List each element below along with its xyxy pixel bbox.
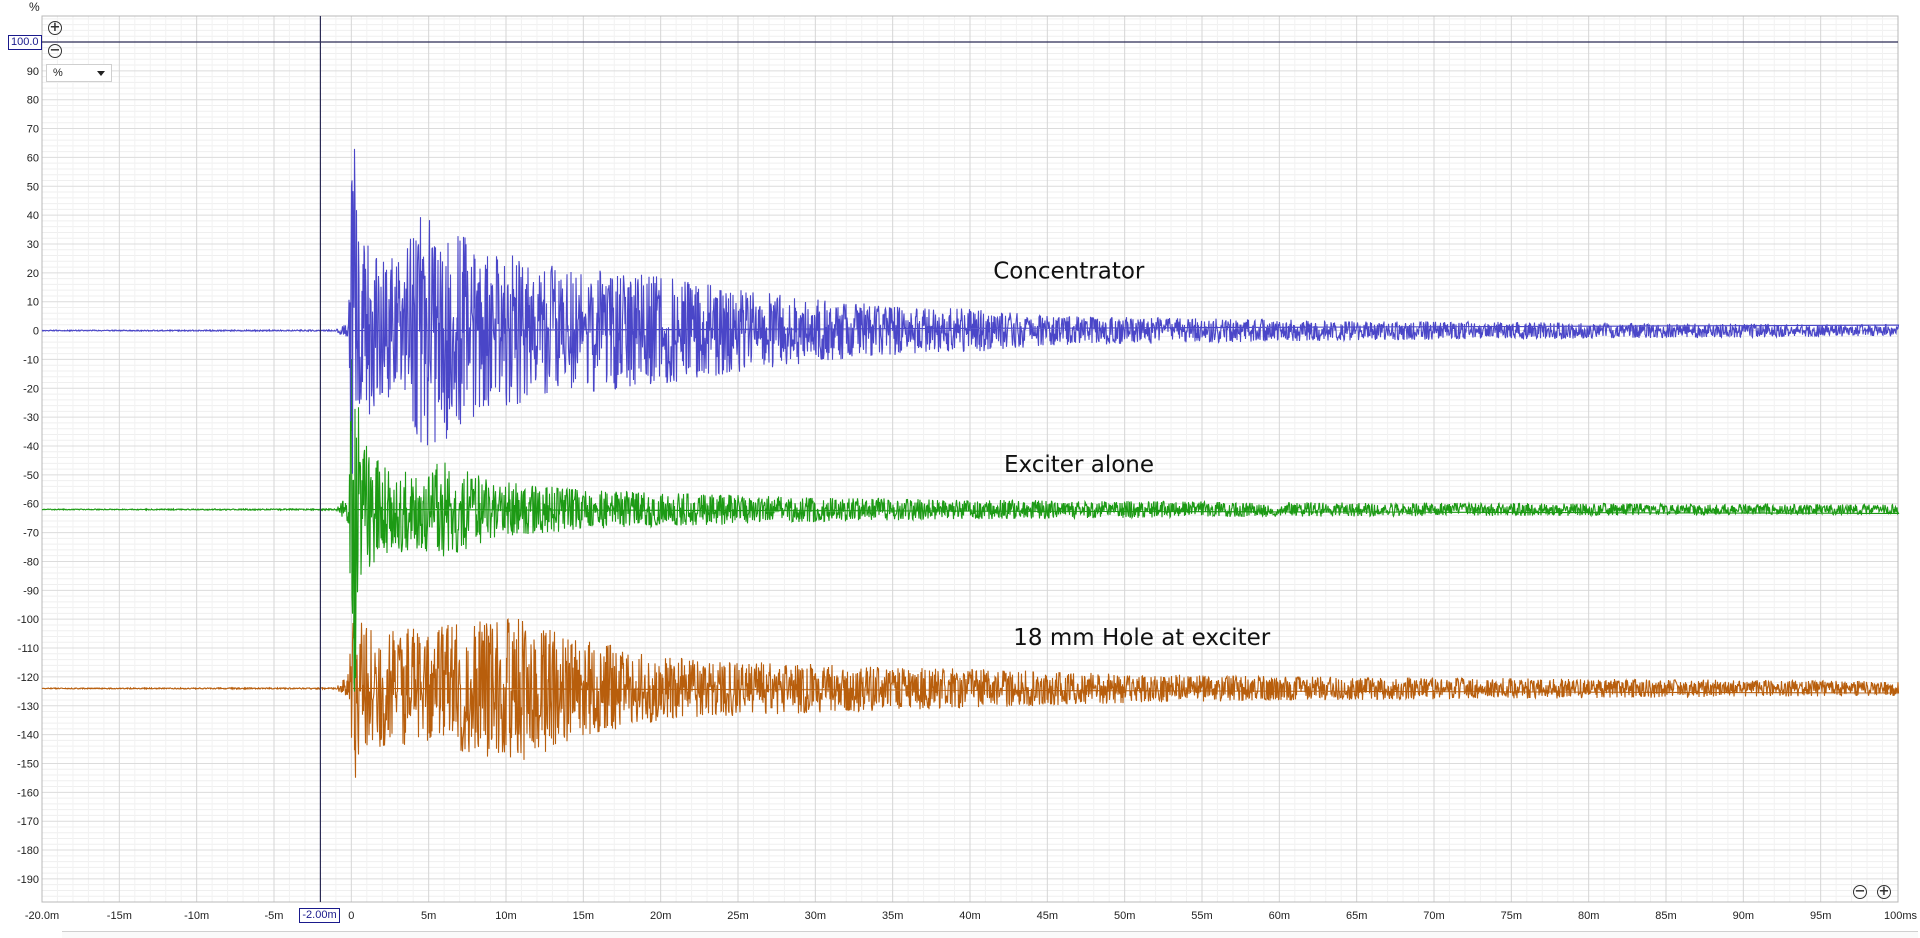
y-tick-label: -180 <box>17 845 39 857</box>
y-tick-label: -120 <box>17 672 39 684</box>
x-tick-label: 20m <box>650 910 671 922</box>
zoom-in-horizontal-icon[interactable]: + <box>1877 884 1891 899</box>
series-line <box>41 148 1900 474</box>
y-tick-label: -10 <box>23 354 39 366</box>
zoom-out-horizontal-icon[interactable]: − <box>1853 884 1867 899</box>
y-tick-label: 20 <box>27 268 39 280</box>
x-tick-label: -10m <box>184 910 209 922</box>
y-tick-label: -190 <box>17 874 39 886</box>
y-tick-label: 10 <box>27 297 39 309</box>
x-axis-ticks: -20.0m -15m -10m -5m 0 5m 10m 15m 20m 25m 30m 35m 40… <box>25 910 1918 922</box>
zoom-out-vertical-icon[interactable]: − <box>48 43 62 58</box>
x-tick-label: 85m <box>1655 910 1676 922</box>
horizontal-cursor-readout[interactable]: 100.0 <box>8 34 42 50</box>
y-tick-label: -70 <box>23 528 39 540</box>
y-tick-label: -100 <box>17 614 39 626</box>
horizontal-scrollbar[interactable] <box>62 931 1918 938</box>
x-tick-label: 60m <box>1269 910 1290 922</box>
x-tick-label: 35m <box>882 910 903 922</box>
x-tick-label: 90m <box>1733 910 1754 922</box>
chevron-down-icon <box>97 70 105 76</box>
x-tick-label: 100ms <box>1884 910 1918 922</box>
series-layer <box>41 148 1900 778</box>
x-tick-label: 10m <box>495 910 516 922</box>
series-annotation: Exciter alone <box>1004 452 1154 478</box>
y-tick-label: 90 <box>27 66 39 78</box>
annotations: Concentrator Exciter alone 18 mm Hole at e… <box>993 259 1271 652</box>
y-tick-label: -60 <box>23 499 39 511</box>
series-line <box>41 614 1900 778</box>
x-tick-label: 25m <box>727 910 748 922</box>
x-tick-label: 95m <box>1810 910 1831 922</box>
x-tick-label: 75m <box>1501 910 1522 922</box>
series-line <box>41 358 1900 692</box>
x-tick-label: -5m <box>265 910 284 922</box>
x-tick-label: 65m <box>1346 910 1367 922</box>
y-tick-label: -140 <box>17 730 39 742</box>
x-tick-label: 5m <box>421 910 436 922</box>
y-tick-label: -160 <box>17 787 39 799</box>
x-tick-label: 0 <box>348 910 354 922</box>
y-tick-label: -130 <box>17 701 39 713</box>
unit-dropdown-value: % <box>53 67 63 79</box>
y-tick-label: -20 <box>23 383 39 395</box>
y-tick-label: -50 <box>23 470 39 482</box>
y-tick-label: -110 <box>18 643 39 655</box>
series-annotation: Concentrator <box>993 259 1145 285</box>
x-tick-label: 15m <box>573 910 594 922</box>
x-tick-label: -20.0m <box>25 910 59 922</box>
y-tick-label: -90 <box>23 585 39 597</box>
x-tick-label: 55m <box>1191 910 1212 922</box>
y-tick-label: 60 <box>27 152 39 164</box>
x-tick-label: 45m <box>1037 910 1058 922</box>
x-tick-label: 70m <box>1423 910 1444 922</box>
y-tick-label: 30 <box>27 239 39 251</box>
y-tick-label: -40 <box>23 441 39 453</box>
x-tick-label: 30m <box>805 910 826 922</box>
y-tick-label: 50 <box>27 181 39 193</box>
vertical-cursor-readout[interactable]: -2.00m <box>299 908 340 923</box>
y-tick-label: 80 <box>27 95 39 107</box>
y-tick-label: 70 <box>27 124 39 136</box>
x-tick-label: 40m <box>959 910 980 922</box>
y-tick-label: -80 <box>23 556 39 568</box>
series-annotation: 18 mm Hole at exciter <box>1013 625 1270 651</box>
unit-dropdown[interactable]: % <box>46 64 112 82</box>
y-axis-ticks: 90 80 70 60 50 40 30 20 10 0 -10 -20 -30 -40 -50 -60 -70… <box>17 66 39 886</box>
x-tick-label: 80m <box>1578 910 1599 922</box>
x-tick-label: -15m <box>107 910 132 922</box>
y-tick-label: 0 <box>33 326 39 338</box>
zoom-in-vertical-icon[interactable]: + <box>48 20 62 35</box>
x-tick-label: 50m <box>1114 910 1135 922</box>
plot-frame <box>41 15 1899 903</box>
y-tick-label: 40 <box>27 210 39 222</box>
y-unit-label: % <box>29 0 40 14</box>
y-tick-label: -150 <box>17 758 39 770</box>
y-tick-label: -30 <box>23 412 39 424</box>
y-tick-label: -170 <box>17 816 39 828</box>
